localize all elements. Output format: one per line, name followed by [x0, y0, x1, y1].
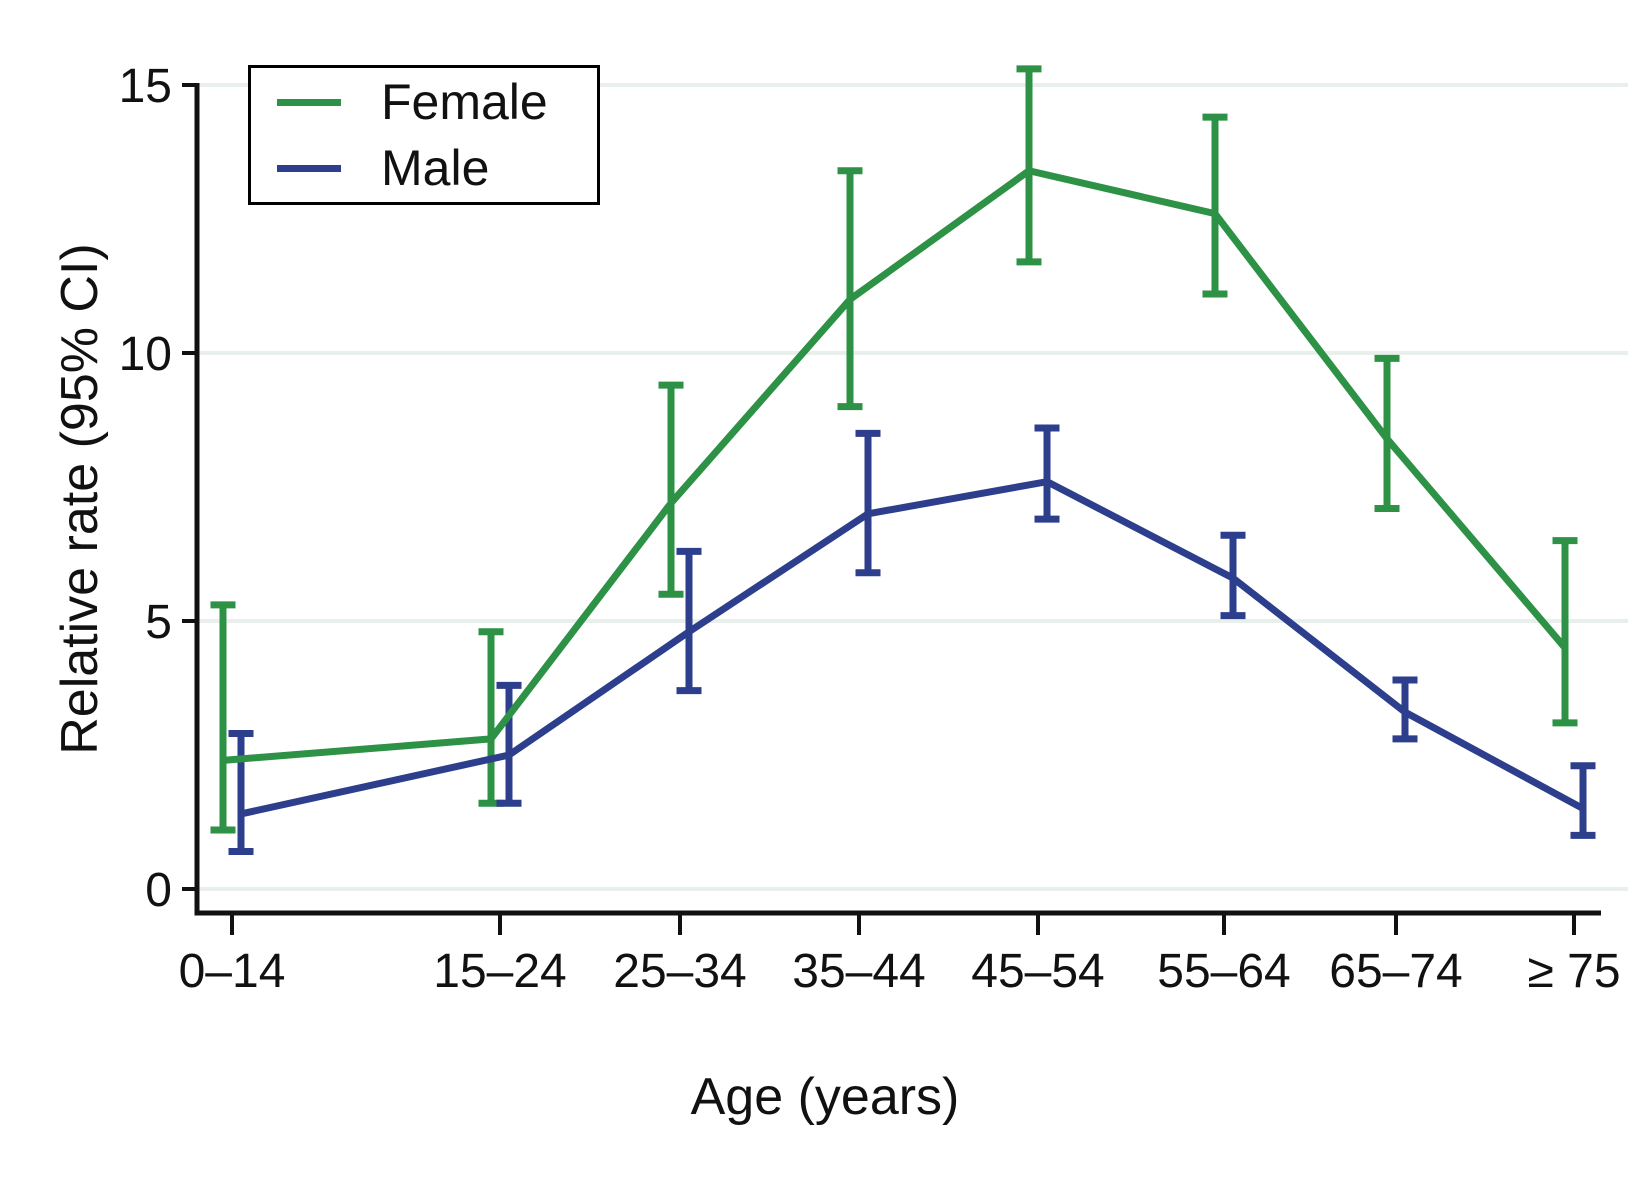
x-tick-label-6: 65–74	[1329, 945, 1462, 998]
x-tick-label-2: 25–34	[613, 945, 746, 998]
x-tick-label-0: 0–14	[179, 945, 286, 998]
y-tick-label-15: 15	[119, 60, 172, 113]
legend-label-female: Female	[381, 74, 548, 130]
x-tick-label-3: 35–44	[792, 945, 925, 998]
male-line	[240, 478, 1585, 818]
legend-item-male: Male	[277, 143, 597, 193]
x-tick-label-5: 55–64	[1157, 945, 1290, 998]
y-tick-label-10: 10	[119, 328, 172, 381]
x-tick-label-7: ≥ 75	[1527, 945, 1620, 998]
y-tick-label-0: 0	[145, 864, 172, 917]
female-line	[222, 167, 1568, 764]
y-axis-title: Relative rate (95% CI)	[51, 243, 109, 755]
x-axis-title: Age (years)	[690, 1068, 960, 1126]
legend-item-female: Female	[277, 77, 597, 127]
legend-swatch-female-line	[277, 98, 341, 106]
x-tick-label-4: 45–54	[971, 945, 1104, 998]
legend-swatch-male-line	[277, 164, 341, 172]
x-tick-label-1: 15–24	[433, 945, 566, 998]
legend: Female Male	[248, 65, 600, 205]
legend-label-male: Male	[381, 140, 490, 196]
y-tick-label-5: 5	[145, 596, 172, 649]
